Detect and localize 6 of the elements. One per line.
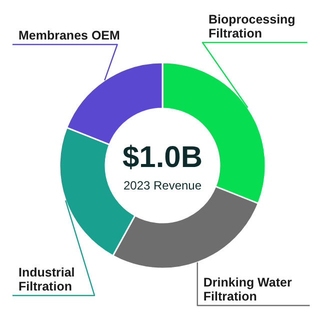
slice-label: Industrial Filtration — [18, 266, 75, 294]
text: $1.0B — [122, 141, 203, 174]
slice-label: Drinking Water Filtration — [203, 276, 292, 304]
slice-label: Membranes OEM — [18, 28, 120, 42]
slice-label: Bioprocessing Filtration — [208, 12, 296, 40]
text: 2023 Revenue — [123, 178, 202, 192]
